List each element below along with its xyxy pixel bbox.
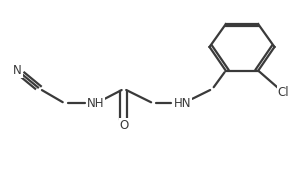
Text: O: O: [119, 119, 128, 132]
Text: NH: NH: [87, 97, 105, 110]
Text: N: N: [13, 64, 22, 77]
Text: HN: HN: [174, 97, 192, 110]
Text: Cl: Cl: [277, 86, 289, 99]
